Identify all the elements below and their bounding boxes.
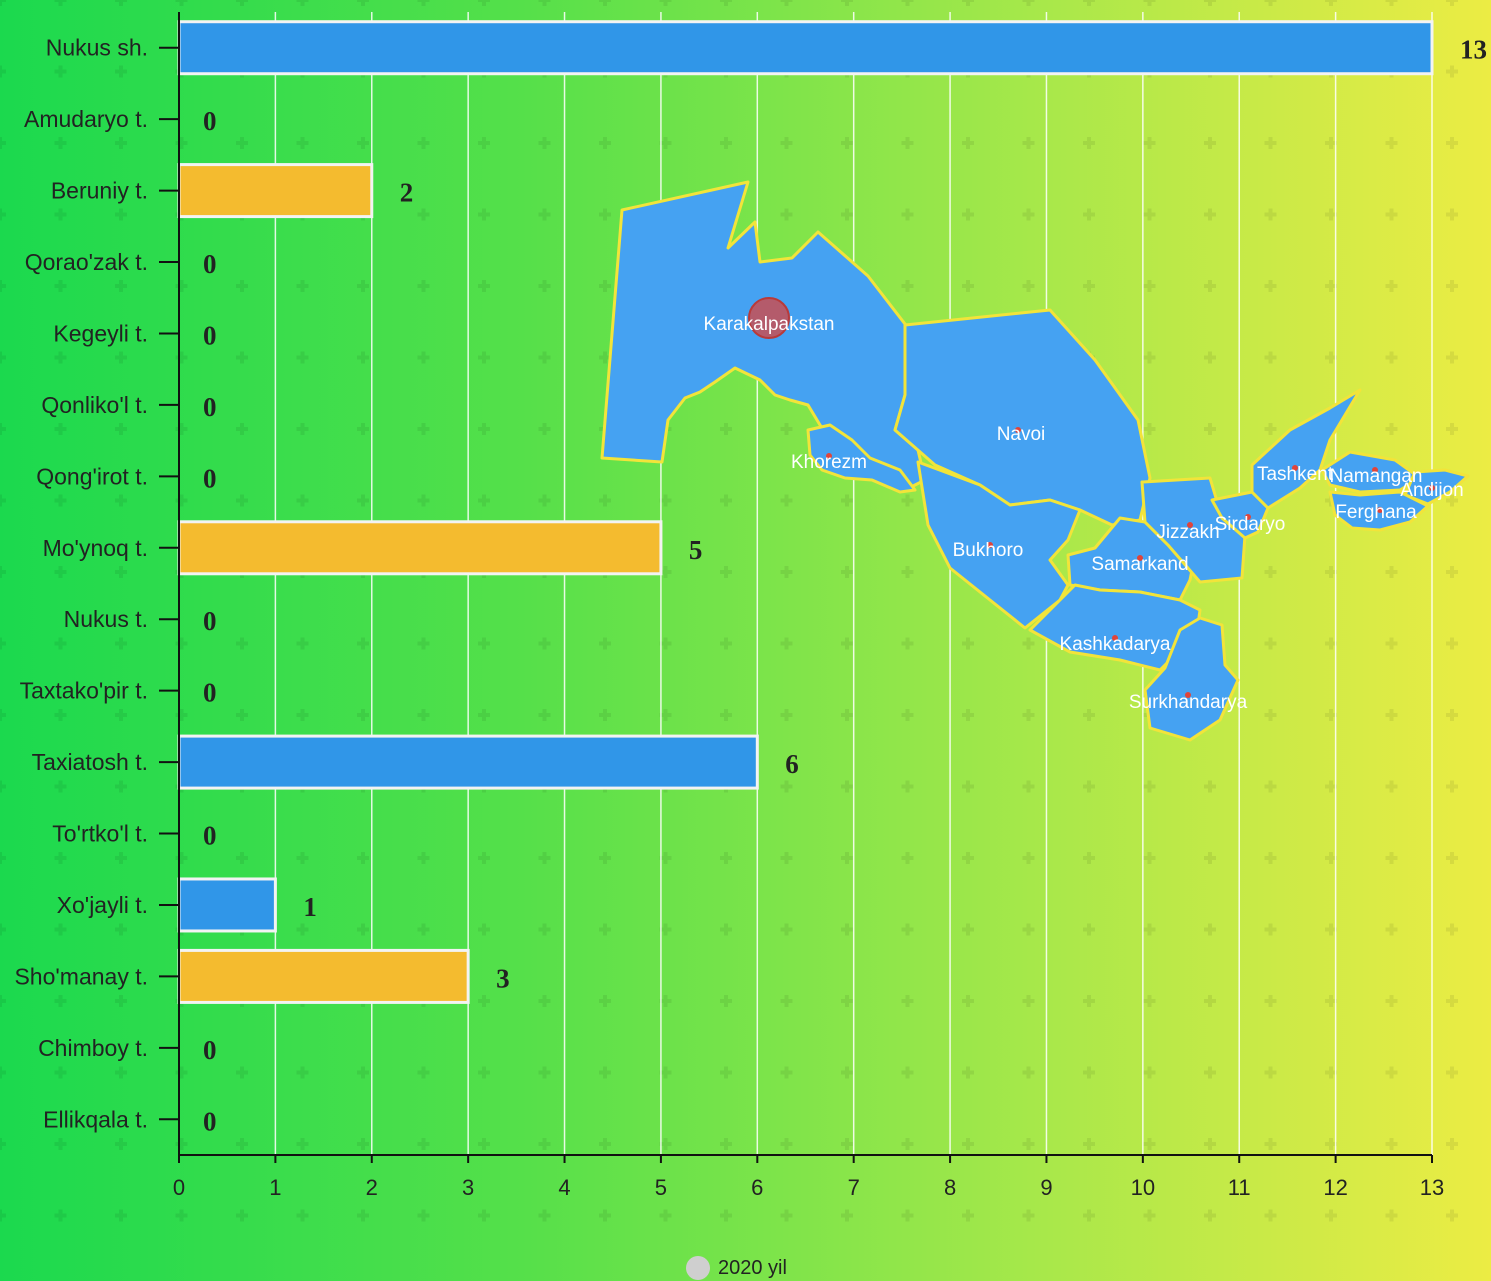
bar-value-label: 0: [203, 678, 217, 708]
bar[interactable]: [177, 163, 374, 219]
map-label-namangan: Namangan: [1330, 466, 1423, 487]
map-label-kashkadarya: Kashkadarya: [1060, 634, 1171, 655]
x-tick-label: 7: [848, 1175, 860, 1200]
region-khorezm[interactable]: [806, 423, 917, 494]
map-label-bukhoro: Bukhoro: [953, 540, 1024, 561]
y-tick-label: Qonliko'l t.: [41, 392, 148, 418]
legend-label: 2020 yil: [718, 1256, 787, 1279]
x-tick-label: 5: [655, 1175, 667, 1200]
map-label-samarkand: Samarkand: [1091, 554, 1188, 575]
bar[interactable]: [177, 948, 470, 1004]
y-tick-label: Nukus sh.: [46, 35, 148, 61]
bar-value-label: 0: [203, 392, 217, 422]
x-tick-label: 10: [1131, 1175, 1155, 1200]
axes: Nukus sh. Amudaryo t. Beruniy t. Qorao'zak …: [14, 12, 1444, 1200]
y-tick-label: Amudaryo t.: [24, 106, 148, 132]
x-tick-label: 13: [1420, 1175, 1444, 1200]
map-label-navoi: Navoi: [997, 424, 1046, 445]
region-bukhoro[interactable]: [916, 460, 1082, 630]
highlight-marker: [748, 297, 790, 339]
bar[interactable]: [177, 877, 277, 933]
y-tick-label: Mo'ynoq t.: [43, 535, 148, 561]
bar-value-label: 0: [203, 1106, 217, 1136]
map-label-karakalpakstan: Karakalpakstan: [704, 314, 835, 335]
bar-value-label: 0: [203, 106, 217, 136]
x-tick-label: 0: [173, 1175, 185, 1200]
y-tick-label: Chimboy t.: [38, 1035, 148, 1061]
bar[interactable]: [177, 734, 759, 790]
map-label-jizzakh: Jizzakh: [1156, 522, 1219, 543]
legend[interactable]: 2020 yil: [686, 1256, 787, 1280]
x-tick-label: 3: [462, 1175, 474, 1200]
legend-marker: [686, 1256, 710, 1280]
x-tick-label: 9: [1040, 1175, 1052, 1200]
bar-value-label: 0: [203, 249, 217, 279]
region-jizzakh[interactable]: [1140, 476, 1247, 584]
x-tick-label: 2: [366, 1175, 378, 1200]
y-tick-label: Nukus t.: [64, 606, 148, 632]
bar-value-label: 0: [203, 606, 217, 636]
map-label-surkhandarya: Surkhandarya: [1129, 692, 1248, 713]
map-label-sirdaryo: Sirdaryo: [1215, 514, 1286, 535]
map-label-andijon: Andijon: [1400, 480, 1463, 501]
region-surkhandarya[interactable]: [1143, 616, 1240, 742]
map-label-ferghana: Ferghana: [1335, 502, 1417, 523]
bar-value-label: 0: [203, 821, 217, 851]
bar-value-label: 0: [203, 320, 217, 350]
x-tick-label: 11: [1228, 1175, 1251, 1200]
y-tick-label: Taxtako'pir t.: [20, 678, 148, 704]
y-tick-label: Kegeyli t.: [53, 320, 148, 346]
bar-value-label: 6: [785, 749, 799, 779]
bar-value-label: 3: [496, 963, 510, 993]
bar-value-label: 5: [689, 535, 703, 565]
bar[interactable]: [177, 20, 1434, 76]
x-tick-label: 1: [269, 1175, 281, 1200]
x-tick-label: 12: [1323, 1175, 1347, 1200]
bar-value-label: 0: [203, 1035, 217, 1065]
map-label-khorezm: Khorezm: [791, 452, 867, 473]
uzbekistan-map: Karakalpakstan Khorezm Navoi Bukhoro Sam…: [600, 180, 1470, 742]
y-tick-label: Qorao'zak t.: [25, 249, 148, 275]
y-tick-label: Sho'manay t.: [14, 963, 148, 989]
bar-value-label: 0: [203, 463, 217, 493]
y-tick-label: Ellikqala t.: [43, 1106, 148, 1132]
bar[interactable]: [177, 520, 663, 576]
x-tick-label: 6: [751, 1175, 763, 1200]
bar-value-label: 2: [400, 178, 414, 208]
y-tick-label: Beruniy t.: [51, 178, 148, 204]
bar-value-label: 1: [303, 892, 317, 922]
region-tashkent[interactable]: [1250, 388, 1362, 510]
y-tick-label: Qong'irot t.: [36, 463, 148, 489]
x-tick-label: 8: [944, 1175, 956, 1200]
bar-value-label: 13: [1460, 35, 1487, 65]
y-tick-label: To'rtko'l t.: [52, 821, 148, 847]
y-tick-label: Xo'jayli t.: [57, 892, 148, 918]
y-tick-label: Taxiatosh t.: [32, 749, 148, 775]
x-tick-label: 4: [558, 1175, 570, 1200]
map-label-tashkent: Tashkent: [1257, 464, 1334, 485]
